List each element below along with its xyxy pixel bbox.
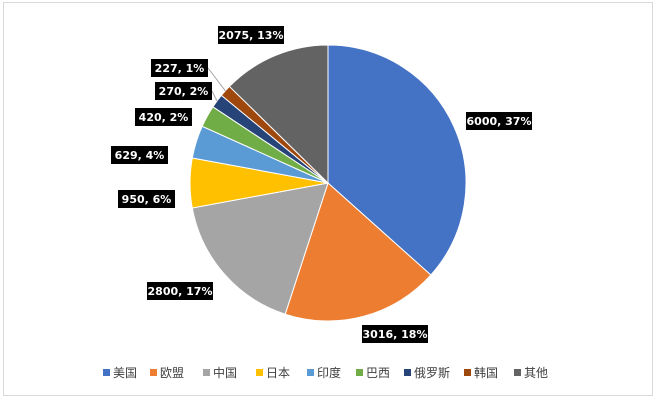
legend-item-2: 中国 [203, 365, 237, 380]
data-label-4: 629, 4% [111, 146, 168, 164]
data-label-box [155, 82, 212, 100]
pie-slices [189, 44, 467, 322]
legend-label: 俄罗斯 [414, 366, 450, 380]
legend: 美国 欧盟 中国 日本 印度 巴西 俄罗斯 韩国 其他 [103, 365, 548, 380]
data-label-text: 2075, 13% [219, 29, 284, 42]
data-label-text: 6000, 37% [467, 115, 532, 128]
data-label-box [218, 26, 284, 44]
legend-label: 印度 [317, 365, 341, 380]
data-label-box [118, 190, 175, 208]
data-label-1: 3016, 18% [362, 325, 428, 343]
data-label-7: 227, 1% [151, 59, 208, 77]
data-label-text: 420, 2% [139, 111, 189, 124]
legend-item-4: 印度 [307, 365, 341, 380]
pie-slice-1 [284, 182, 432, 322]
legend-item-5: 巴西 [356, 366, 390, 380]
data-label-text: 270, 2% [159, 85, 209, 98]
legend-swatch [356, 369, 363, 376]
leader-lines [207, 67, 226, 102]
data-label-box [151, 59, 208, 77]
legend-swatch [256, 369, 263, 376]
legend-swatch [203, 369, 210, 376]
data-label-text: 629, 4% [115, 149, 165, 162]
data-label-2: 2800, 17% [147, 282, 213, 300]
data-label-0: 6000, 37% [466, 112, 532, 130]
data-label-box [466, 112, 532, 130]
legend-label: 韩国 [474, 365, 498, 380]
legend-swatch [464, 369, 471, 376]
legend-swatch [514, 369, 521, 376]
data-label-box [362, 325, 428, 343]
pie-slice-0 [327, 44, 467, 276]
data-label-box [135, 108, 192, 126]
legend-label: 美国 [113, 366, 137, 380]
legend-swatch [404, 369, 411, 376]
legend-item-6: 俄罗斯 [404, 366, 450, 380]
legend-label: 中国 [213, 365, 237, 380]
legend-item-1: 欧盟 [150, 366, 184, 380]
data-label-8: 2075, 13% [218, 26, 284, 44]
pie-slice-2 [191, 182, 329, 315]
legend-swatch [103, 369, 110, 376]
legend-label: 日本 [266, 366, 290, 380]
legend-label: 欧盟 [160, 366, 184, 380]
data-label-text: 227, 1% [155, 62, 205, 75]
data-label-box [111, 146, 168, 164]
data-label-text: 2800, 17% [148, 285, 213, 298]
legend-label: 其他 [524, 366, 548, 380]
leader-line-7 [207, 67, 226, 92]
leader-line-6 [211, 90, 218, 102]
legend-swatch [307, 369, 314, 376]
data-label-box [147, 282, 213, 300]
data-label-text: 950, 6% [122, 193, 172, 206]
data-label-5: 420, 2% [135, 108, 192, 126]
data-label-3: 950, 6% [118, 190, 175, 208]
legend-label: 巴西 [366, 366, 390, 380]
legend-item-3: 日本 [256, 366, 290, 380]
legend-item-7: 韩国 [464, 365, 498, 380]
data-label-text: 3016, 18% [363, 328, 428, 341]
data-labels: 6000, 37% 3016, 18% 2800, 17% 950, 6% 629, 4… [111, 26, 532, 343]
legend-swatch [150, 369, 157, 376]
data-label-6: 270, 2% [155, 82, 212, 100]
legend-item-8: 其他 [514, 366, 548, 380]
legend-item-0: 美国 [103, 366, 137, 380]
pie-slice-8 [228, 44, 329, 185]
